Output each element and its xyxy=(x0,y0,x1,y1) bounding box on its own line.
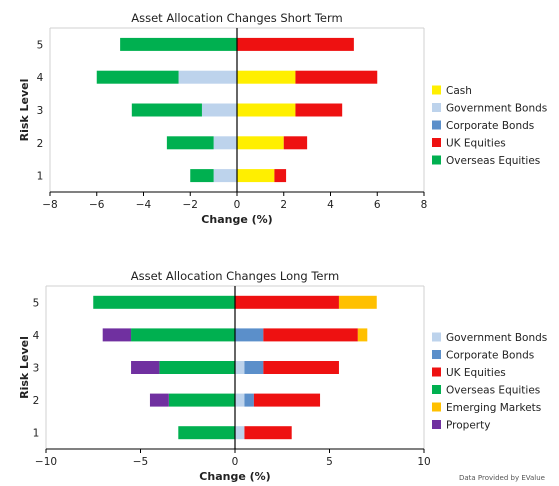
short-term-bar-uk-equities-level-3 xyxy=(295,103,343,117)
long-term-legend-swatch-corporate-bonds xyxy=(432,350,441,359)
short-term-y-tick-label: 4 xyxy=(37,72,44,84)
long-term-bar-uk-equities-level-4 xyxy=(263,328,358,342)
short-term-bar-overseas-equities-level-3 xyxy=(131,103,202,117)
long-term-y-tick-label: 2 xyxy=(33,395,40,407)
long-term-x-tick-label: −5 xyxy=(133,456,148,468)
short-term-legend-label-government-bonds: Government Bonds xyxy=(446,103,547,115)
short-term-legend-label-uk-equities: UK Equities xyxy=(446,138,506,150)
long-term-legend-swatch-uk-equities xyxy=(432,367,441,377)
short-term-legend-swatch-uk-equities xyxy=(432,138,441,147)
long-term-bar-uk-equities-level-5 xyxy=(235,295,339,309)
short-term-bar-uk-equities-level-4 xyxy=(295,70,378,84)
short-term-x-tick-label: 8 xyxy=(421,199,428,211)
long-term-chart-title: Asset Allocation Changes Long Term xyxy=(131,269,339,283)
long-term-bar-property-level-3 xyxy=(131,361,160,374)
long-term-bar-government-bonds-level-1 xyxy=(235,426,245,440)
short-term-y-tick-label: 5 xyxy=(37,39,44,51)
long-term-y-tick-label: 4 xyxy=(33,330,40,342)
short-term-x-tick-label: 6 xyxy=(374,199,381,211)
long-term-legend-label-property: Property xyxy=(446,420,490,432)
long-term-legend-swatch-emerging-markets xyxy=(432,402,441,412)
long-term-bar-overseas-equities-level-3 xyxy=(159,361,235,374)
short-term-y-tick-label: 3 xyxy=(37,105,44,117)
short-term-x-tick-label: 4 xyxy=(327,199,334,211)
long-term-legend-label-uk-equities: UK Equities xyxy=(446,367,506,379)
long-term-legend-swatch-property xyxy=(432,420,441,429)
short-term-bar-cash-level-2 xyxy=(237,136,284,150)
long-term-legend-label-corporate-bonds: Corporate Bonds xyxy=(446,350,534,362)
short-term-bar-overseas-equities-level-1 xyxy=(190,169,214,183)
short-term-bar-overseas-equities-level-5 xyxy=(120,37,237,51)
long-term-legend-swatch-overseas-equities xyxy=(432,385,441,394)
long-term-y-tick-label: 5 xyxy=(33,297,40,309)
short-term-legend-swatch-cash xyxy=(432,85,441,95)
long-term-bar-uk-equities-level-3 xyxy=(263,361,339,374)
long-term-bar-government-bonds-level-2 xyxy=(235,393,245,407)
short-term-legend-label-corporate-bonds: Corporate Bonds xyxy=(446,120,534,132)
long-term-legend-label-emerging-markets: Emerging Markets xyxy=(446,402,541,414)
long-term-bar-overseas-equities-level-1 xyxy=(178,426,235,440)
short-term-bar-uk-equities-level-1 xyxy=(274,169,287,183)
short-term-x-tick-label: −8 xyxy=(42,199,57,211)
long-term-bar-overseas-equities-level-2 xyxy=(168,393,235,407)
long-term-y-tick-label: 3 xyxy=(33,363,40,375)
short-term-x-tick-label: −4 xyxy=(136,199,152,211)
short-term-x-tick-label: 2 xyxy=(280,199,287,211)
short-term-bar-government-bonds-level-2 xyxy=(213,136,237,150)
short-term-x-tick-label: −2 xyxy=(183,199,198,211)
short-term-bar-uk-equities-level-2 xyxy=(283,136,308,150)
short-term-chart-title: Asset Allocation Changes Short Term xyxy=(131,11,343,25)
short-term-x-tick-label: 0 xyxy=(234,199,241,211)
short-term-y-axis-label: Risk Level xyxy=(18,79,31,142)
long-term-bar-uk-equities-level-2 xyxy=(253,393,321,407)
long-term-bar-property-level-2 xyxy=(149,393,169,407)
long-term-x-tick-label: −10 xyxy=(35,456,57,468)
short-term-bar-overseas-equities-level-2 xyxy=(166,136,214,150)
long-term-legend-swatch-government-bonds xyxy=(432,332,441,342)
short-term-legend-swatch-corporate-bonds xyxy=(432,120,441,130)
long-term-y-tick-label: 1 xyxy=(33,428,40,440)
long-term-x-tick-label: 5 xyxy=(326,456,333,468)
short-term-bar-cash-level-1 xyxy=(237,169,275,183)
short-term-bar-government-bonds-level-1 xyxy=(213,169,237,183)
long-term-x-axis-label: Change (%) xyxy=(199,470,270,483)
short-term-legend-label-overseas-equities: Overseas Equities xyxy=(446,155,540,167)
short-term-legend-swatch-government-bonds xyxy=(432,103,441,112)
long-term-bar-emerging-markets-level-5 xyxy=(338,295,377,309)
long-term-x-tick-label: 10 xyxy=(417,456,430,468)
long-term-legend-label-government-bonds: Government Bonds xyxy=(446,332,547,344)
short-term-y-tick-label: 1 xyxy=(37,171,44,183)
long-term-bar-corporate-bonds-level-4 xyxy=(235,328,264,342)
long-term-y-axis-label: Risk Level xyxy=(18,336,31,399)
data-source-footer: Data Provided by EValue xyxy=(458,474,545,482)
short-term-bar-government-bonds-level-3 xyxy=(201,103,237,117)
long-term-bar-corporate-bonds-level-2 xyxy=(244,393,254,407)
short-term-bar-overseas-equities-level-4 xyxy=(96,70,179,84)
short-term-bar-cash-level-4 xyxy=(237,70,296,84)
long-term-bar-overseas-equities-level-4 xyxy=(131,328,235,342)
long-term-bar-overseas-equities-level-5 xyxy=(93,295,235,309)
short-term-legend-label-cash: Cash xyxy=(446,85,472,97)
long-term-bar-corporate-bonds-level-3 xyxy=(244,361,264,374)
short-term-bar-government-bonds-level-4 xyxy=(178,70,237,84)
long-term-x-tick-label: 0 xyxy=(232,456,239,468)
short-term-bar-uk-equities-level-5 xyxy=(237,37,354,51)
long-term-bar-uk-equities-level-1 xyxy=(244,426,292,440)
short-term-y-tick-label: 2 xyxy=(37,138,44,150)
long-term-bar-emerging-markets-level-4 xyxy=(357,328,368,342)
short-term-legend-swatch-overseas-equities xyxy=(432,155,441,165)
long-term-bar-government-bonds-level-3 xyxy=(235,361,245,374)
short-term-bar-cash-level-3 xyxy=(237,103,296,117)
long-term-legend-label-overseas-equities: Overseas Equities xyxy=(446,385,540,397)
short-term-x-axis-label: Change (%) xyxy=(201,213,272,226)
short-term-x-tick-label: −6 xyxy=(89,199,105,211)
long-term-bar-property-level-4 xyxy=(102,328,132,342)
